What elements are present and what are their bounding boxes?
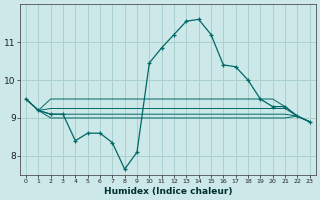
X-axis label: Humidex (Indice chaleur): Humidex (Indice chaleur) xyxy=(104,187,232,196)
